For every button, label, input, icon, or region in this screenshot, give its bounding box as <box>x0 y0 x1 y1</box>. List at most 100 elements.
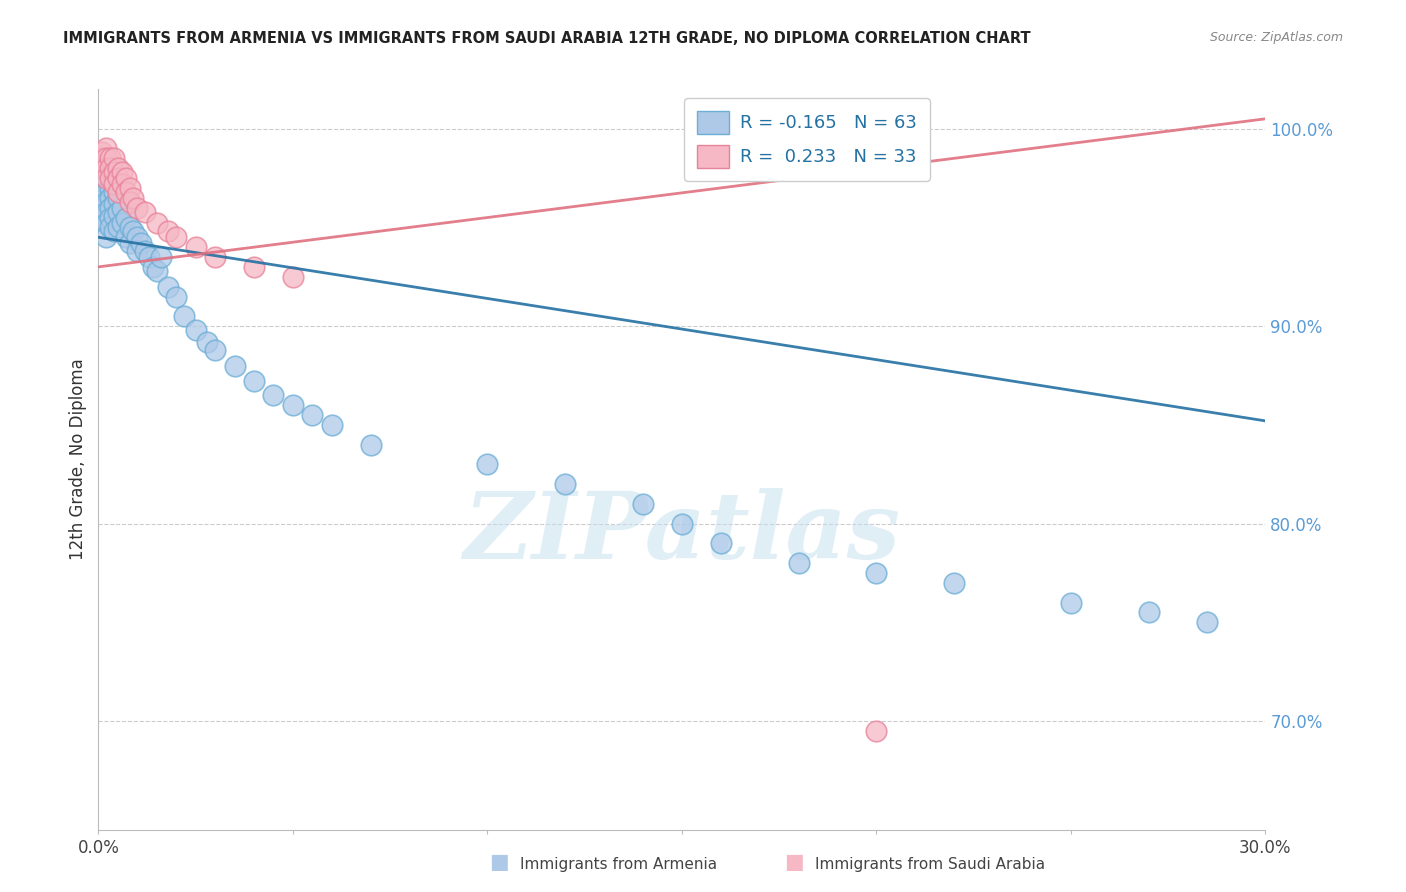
Point <box>96 151 118 165</box>
Point <box>173 310 195 324</box>
Text: ■: ■ <box>489 853 509 872</box>
Point <box>98 161 121 176</box>
Text: IMMIGRANTS FROM ARMENIA VS IMMIGRANTS FROM SAUDI ARABIA 12TH GRADE, NO DIPLOMA C: IMMIGRANTS FROM ARMENIA VS IMMIGRANTS FR… <box>63 31 1031 46</box>
Text: Source: ZipAtlas.com: Source: ZipAtlas.com <box>1209 31 1343 45</box>
Point <box>96 194 118 209</box>
Point <box>103 209 125 223</box>
Point <box>96 141 118 155</box>
Point <box>98 220 121 235</box>
Point <box>91 161 114 176</box>
Point <box>96 204 118 219</box>
Point <box>111 201 134 215</box>
Point <box>98 211 121 225</box>
Point <box>477 458 499 472</box>
Text: ■: ■ <box>785 853 804 872</box>
Point <box>165 289 187 303</box>
Point <box>118 181 141 195</box>
Point <box>243 260 266 274</box>
Point <box>146 217 169 231</box>
Text: Immigrants from Armenia: Immigrants from Armenia <box>520 857 717 872</box>
Point <box>103 151 125 165</box>
Point <box>96 230 118 244</box>
Point <box>204 250 226 264</box>
Point <box>98 201 121 215</box>
Point <box>122 224 145 238</box>
Text: Immigrants from Saudi Arabia: Immigrants from Saudi Arabia <box>815 857 1046 872</box>
Point <box>281 398 304 412</box>
Point <box>103 165 125 179</box>
Point <box>114 185 136 199</box>
Point <box>631 497 654 511</box>
Point <box>91 211 114 225</box>
Point <box>184 323 207 337</box>
Point <box>134 204 156 219</box>
Point <box>165 230 187 244</box>
Point <box>111 217 134 231</box>
Point <box>111 177 134 191</box>
Point <box>91 151 114 165</box>
Point <box>96 177 118 191</box>
Point <box>321 417 343 432</box>
Point <box>96 171 118 186</box>
Point <box>103 177 125 191</box>
Point <box>107 204 129 219</box>
Point <box>149 250 172 264</box>
Point <box>103 224 125 238</box>
Point <box>118 236 141 251</box>
Point <box>157 224 180 238</box>
Text: ZIPatlas: ZIPatlas <box>464 489 900 578</box>
Point <box>146 264 169 278</box>
Legend: R = -0.165   N = 63, R =  0.233   N = 33: R = -0.165 N = 63, R = 0.233 N = 33 <box>685 98 929 181</box>
Point <box>301 408 323 422</box>
Point <box>91 201 114 215</box>
Point <box>195 334 218 349</box>
Point <box>98 151 121 165</box>
Point <box>107 171 129 186</box>
Point <box>111 165 134 179</box>
Point <box>114 230 136 244</box>
Point <box>129 236 152 251</box>
Point <box>107 185 129 199</box>
Point <box>943 575 966 590</box>
Point <box>91 145 114 160</box>
Point <box>262 388 284 402</box>
Point <box>157 279 180 293</box>
Point <box>96 185 118 199</box>
Point <box>1195 615 1218 630</box>
Point <box>204 343 226 357</box>
Point <box>91 191 114 205</box>
Point <box>138 250 160 264</box>
Point <box>114 211 136 225</box>
Point <box>127 230 149 244</box>
Point <box>107 191 129 205</box>
Point <box>142 260 165 274</box>
Point <box>671 516 693 531</box>
Point <box>360 437 382 451</box>
Point <box>103 196 125 211</box>
Point <box>224 359 246 373</box>
Point <box>127 244 149 258</box>
Point <box>1060 595 1083 609</box>
Point <box>134 244 156 258</box>
Point <box>91 171 114 186</box>
Point <box>96 217 118 231</box>
Point <box>98 191 121 205</box>
Point <box>114 171 136 186</box>
Point <box>91 181 114 195</box>
Point <box>710 536 733 550</box>
Point <box>103 185 125 199</box>
Point <box>107 161 129 176</box>
Point <box>184 240 207 254</box>
Point <box>281 269 304 284</box>
Point <box>96 161 118 176</box>
Point <box>865 566 887 580</box>
Point <box>865 723 887 738</box>
Point <box>118 220 141 235</box>
Point <box>127 201 149 215</box>
Point <box>554 477 576 491</box>
Point <box>98 171 121 186</box>
Point <box>1137 606 1160 620</box>
Point <box>118 194 141 209</box>
Point <box>122 191 145 205</box>
Point <box>107 220 129 235</box>
